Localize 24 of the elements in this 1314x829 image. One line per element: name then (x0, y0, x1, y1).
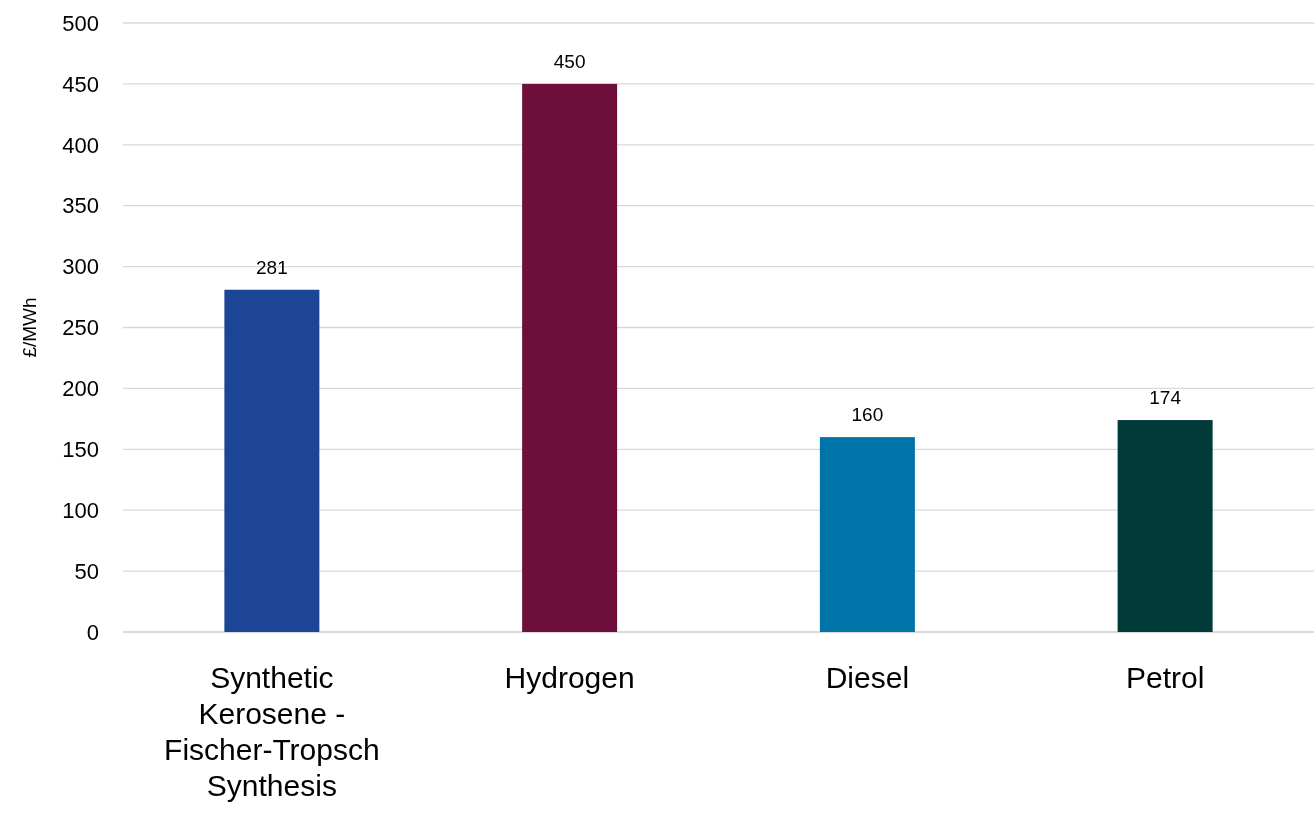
y-tick-label: 250 (62, 315, 99, 341)
data-label: 281 (256, 256, 288, 278)
x-tick-label: Petrol (1125, 661, 1205, 694)
y-axis-title: £/MWh (19, 297, 40, 358)
y-tick-label: 350 (62, 193, 99, 219)
y-tick-label: 300 (62, 254, 99, 280)
y-tick-label: 0 (86, 619, 99, 645)
y-tick-label: 50 (74, 558, 99, 584)
data-label: 174 (1149, 387, 1182, 409)
x-tick-label: Diesel (825, 661, 910, 694)
data-label: 450 (553, 50, 586, 72)
bar (819, 437, 915, 632)
x-tick-label: Hydrogen (504, 661, 635, 694)
bar (1117, 420, 1213, 632)
bar (224, 289, 320, 632)
data-label: 160 (851, 404, 884, 426)
x-tick-label: Synthetic Kerosene - Fischer-Tropsch Synthesis (164, 661, 380, 802)
y-tick-label: 200 (62, 376, 99, 402)
y-tick-label: 100 (62, 497, 99, 523)
y-tick-label: 500 (62, 10, 99, 36)
y-tick-label: 450 (62, 71, 99, 97)
y-tick-label: 400 (62, 132, 99, 158)
bar (522, 83, 618, 632)
y-tick-label: 150 (62, 437, 99, 462)
